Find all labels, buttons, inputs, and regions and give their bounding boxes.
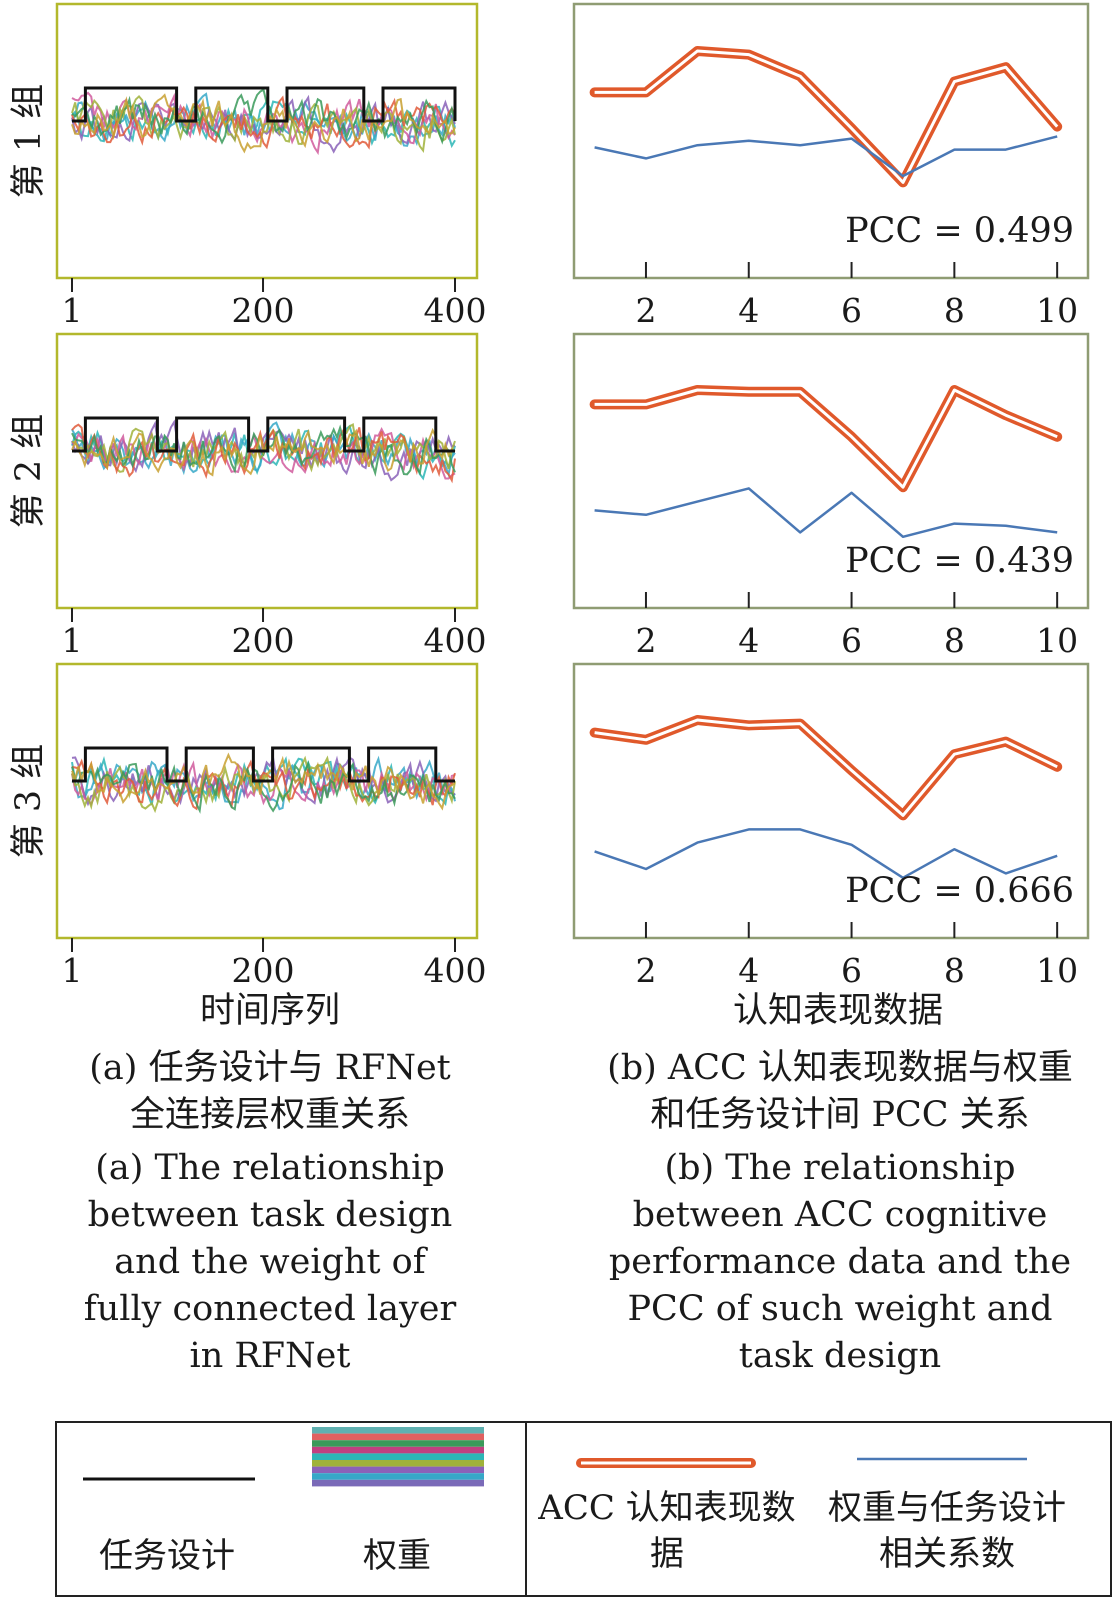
legend-weights-stripe-6 [312, 1460, 484, 1467]
legend-weights-stripe-3 [312, 1440, 484, 1447]
weight-trace-3-7 [71, 760, 456, 814]
weight-traces-1 [71, 88, 456, 156]
right-x-tick-label-1-3: 6 [841, 291, 862, 330]
weight-trace-3-8 [71, 752, 456, 811]
right-x-tick-label-1-4: 8 [944, 291, 965, 330]
right-x-tick-label-2-3: 6 [841, 621, 862, 660]
weight-trace-2-7 [71, 424, 456, 477]
right-x-tick-label-3-2: 4 [738, 951, 759, 990]
right-panel-3: PCC = 0.666 2 4 6 8 10 [572, 662, 1090, 990]
caption-right-en: (b) The relationship between ACC cogniti… [608, 1148, 1072, 1376]
group-label-3: 第 3 组 [9, 744, 49, 859]
x-axis-title-left: 时间序列 [200, 991, 340, 1031]
legend-weight-corr-label: 权重与任务设计相关系数 [828, 1488, 1066, 1574]
x-axis-title-right: 认知表现数据 [733, 991, 943, 1031]
legend-weights-stripe-2 [312, 1433, 484, 1441]
caption-left-cn: (a) 任务设计与 RFNet 全连接层权重关系 [89, 1048, 451, 1135]
legend-weights-stripe-1 [312, 1427, 484, 1434]
weight-corr-line-3 [594, 828, 1058, 880]
pcc-label-3: PCC = 0.666 [845, 871, 1074, 911]
right-panel-1: PCC = 0.499 2 4 6 8 10 [572, 2, 1090, 330]
weight-trace-3-6 [71, 758, 456, 811]
right-x-tick-label-1-5: 10 [1036, 291, 1078, 330]
legend-weights-stripe-9 [312, 1479, 484, 1487]
left-frame-2 [55, 332, 479, 610]
acc-line-inner-3 [594, 718, 1058, 817]
left-x-tick-label-1-3: 400 [424, 291, 487, 330]
weight-traces-3 [71, 752, 456, 814]
legend-weights-stripe-8 [312, 1473, 484, 1480]
right-x-tick-label-3-5: 10 [1036, 951, 1078, 990]
right-x-tick-label-3-1: 2 [635, 951, 656, 990]
task-design-line-3 [72, 746, 455, 783]
group-label-2: 第 2 组 [9, 414, 49, 529]
weight-trace-2-3 [71, 419, 456, 482]
caption-left-en: (a) The relationship between task design… [83, 1148, 457, 1376]
legend-weights-stripe-7 [312, 1466, 484, 1474]
weight-trace-3-2 [71, 755, 456, 811]
right-x-tick-label-2-1: 2 [635, 621, 656, 660]
left-x-tick-label-3-1: 1 [62, 951, 83, 990]
legend-task-design-label: 任务设计 [99, 1536, 235, 1576]
right-x-tick-label-2-4: 8 [944, 621, 965, 660]
left-x-tick-label-2-1: 1 [62, 621, 83, 660]
left-panel-2: 1 200 400 第 2 组 [9, 332, 487, 660]
legend-weights-label: 权重 [363, 1536, 431, 1576]
left-x-tick-label-1-1: 1 [62, 291, 83, 330]
legend-weights-stripe-4 [312, 1446, 484, 1454]
right-x-tick-label-3-4: 8 [944, 951, 965, 990]
legend-weights-stripe-5 [312, 1453, 484, 1460]
left-panel-3: 1 200 400 第 3 组 [9, 662, 487, 990]
pcc-label-2: PCC = 0.439 [845, 541, 1074, 581]
legend-graphics [83, 1427, 1027, 1487]
left-frame-1 [55, 2, 479, 280]
left-frame-3 [55, 662, 479, 940]
right-panel-2: PCC = 0.439 2 4 6 8 10 [572, 332, 1090, 660]
task-design-line-1 [72, 86, 457, 123]
weight-trace-1-8 [71, 93, 456, 154]
right-x-tick-label-3-3: 6 [841, 951, 862, 990]
left-panel-1: 1 200 400 第 1 组 [9, 2, 487, 330]
left-x-tick-label-1-2: 200 [232, 291, 295, 330]
pcc-label-1: PCC = 0.499 [845, 211, 1074, 251]
acc-line-inner-1 [594, 49, 1059, 184]
right-x-tick-label-1-1: 2 [635, 291, 656, 330]
left-x-tick-label-2-2: 200 [232, 621, 295, 660]
legend-acc-label: ACC 认知表现数据 [538, 1488, 796, 1574]
acc-line-2 [589, 385, 1063, 493]
figure-canvas: 1 200 400 第 1 组 PCC = 0.499 2 4 6 8 10 1 200 400 第 2 … [9, 2, 1090, 1031]
weight-corr-line-2 [594, 487, 1058, 539]
legend: 任务设计 权重 ACC 认知表现数据 权重与任务设计相关系数 [55, 1421, 1112, 1597]
right-frame-1 [572, 2, 1090, 280]
group-label-1: 第 1 组 [9, 84, 49, 199]
legend-divider [525, 1423, 527, 1595]
weight-corr-line-1 [594, 135, 1058, 178]
left-x-tick-label-2-3: 400 [424, 621, 487, 660]
weight-trace-1-6 [71, 95, 456, 150]
left-x-tick-label-3-3: 400 [424, 951, 487, 990]
acc-line-inner-2 [594, 388, 1058, 489]
right-x-tick-label-1-2: 4 [738, 291, 759, 330]
right-x-tick-label-2-2: 4 [738, 621, 759, 660]
left-x-tick-label-3-2: 200 [232, 951, 295, 990]
right-x-tick-label-2-5: 10 [1036, 621, 1078, 660]
right-frame-2 [572, 332, 1090, 610]
right-frame-3 [572, 662, 1090, 940]
task-design-line-2 [72, 416, 455, 453]
legend-weights-swatch [312, 1427, 484, 1487]
weight-trace-1-5 [71, 94, 456, 154]
caption-right-cn: (b) ACC 认知表现数据与权重和任务设计间 PCC 关系 [607, 1048, 1073, 1135]
